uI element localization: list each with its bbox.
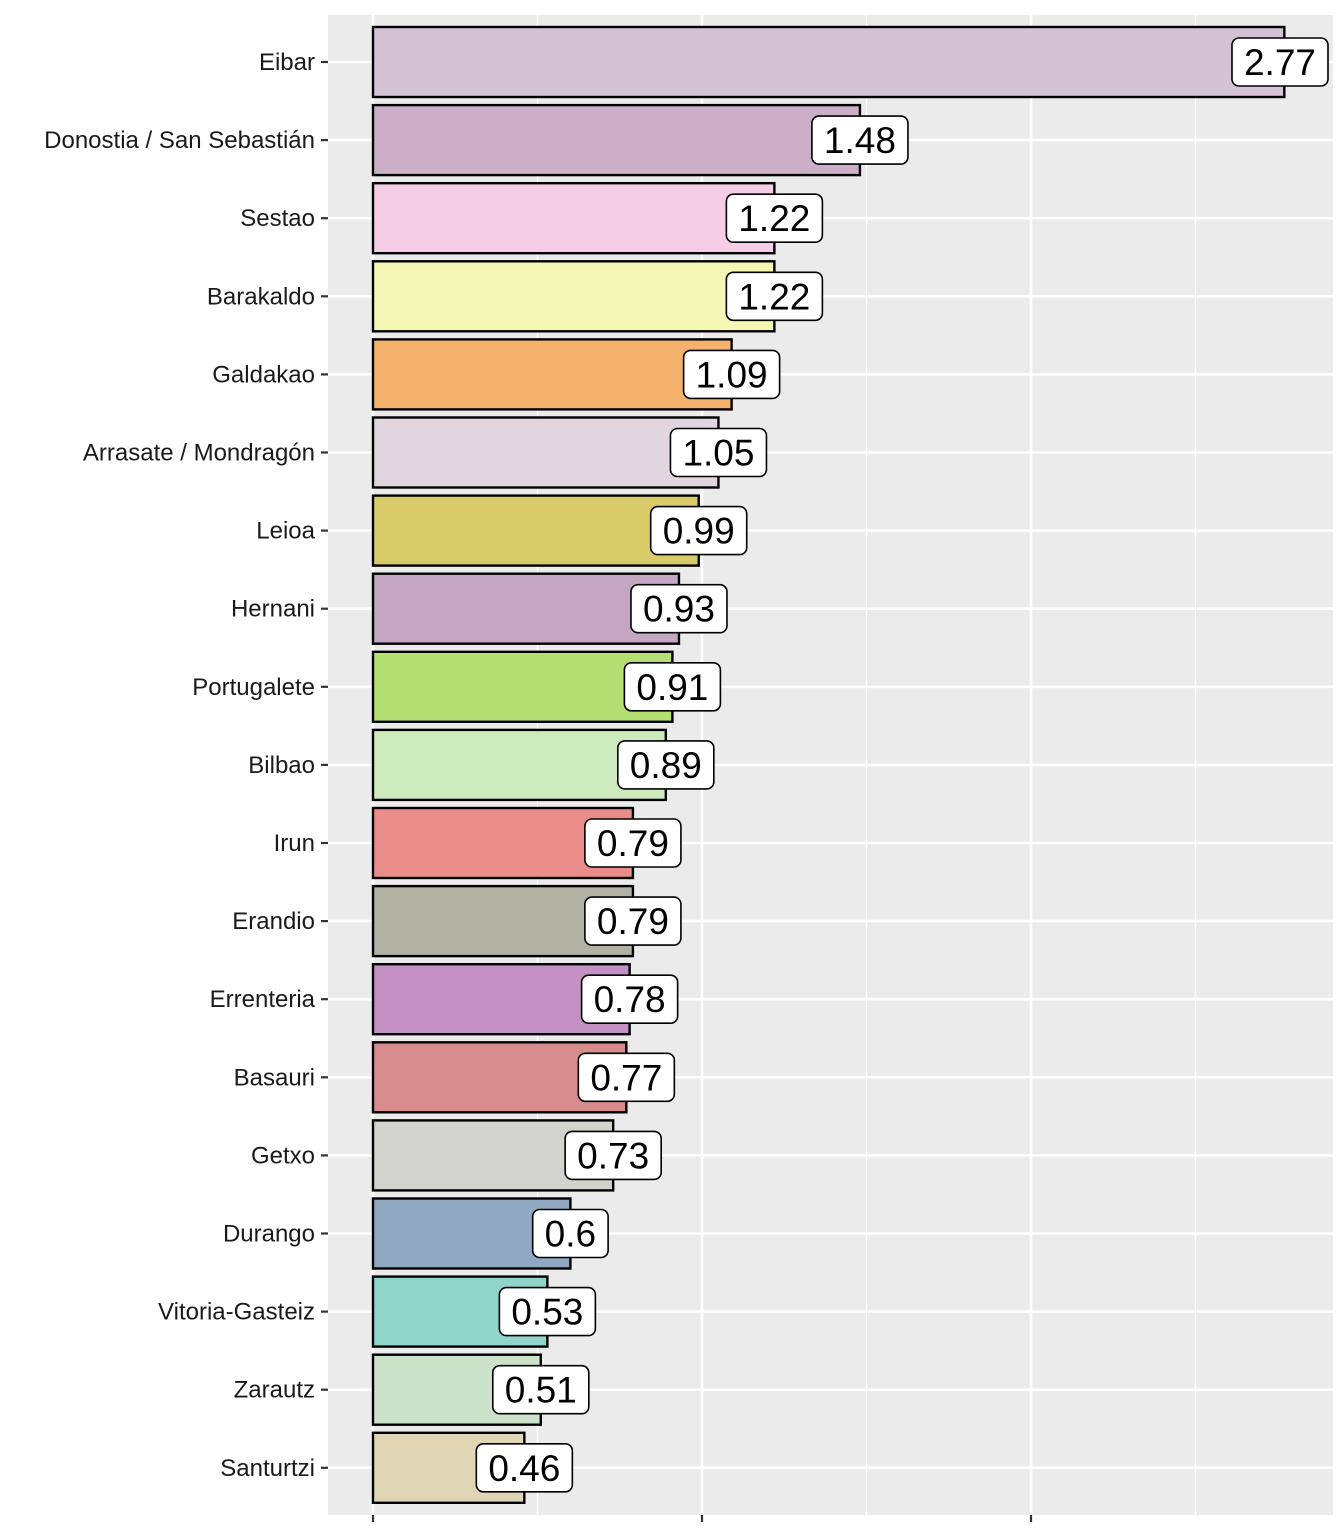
y-axis-tick-label: Zarautz <box>234 1377 315 1404</box>
x-axis <box>371 1515 1033 1522</box>
data-label-text: 2.77 <box>1244 42 1316 83</box>
data-label: 1.48 <box>811 115 909 165</box>
data-label-box <box>623 661 722 712</box>
data-label-text: 1.09 <box>696 354 768 395</box>
data-label: 0.93 <box>630 583 728 634</box>
data-label-text: 1.22 <box>738 276 810 317</box>
y-axis: Eibar Donostia / San Sebastián Sestao Barak… <box>44 49 328 1482</box>
bar <box>371 650 674 723</box>
data-label-box <box>491 1364 590 1415</box>
data-label-box <box>584 896 682 946</box>
data-label-box <box>1231 37 1329 87</box>
y-axis-tick-label: Portugalete <box>192 674 315 701</box>
data-label-box <box>649 505 748 556</box>
y-axis-tick-label: Galdakao <box>212 361 315 388</box>
y-axis-tick-label: Hernani <box>231 596 315 623</box>
data-label: 0.77 <box>577 1052 676 1103</box>
y-axis-tick-label: Leioa <box>256 518 315 545</box>
data-label: 0.46 <box>475 1443 574 1493</box>
data-label: 0.79 <box>584 818 682 868</box>
data-label-box <box>531 1208 609 1259</box>
y-axis-tick-label: Barakaldo <box>207 283 315 310</box>
data-label-box <box>725 271 824 322</box>
bar <box>371 572 681 645</box>
data-label-box <box>584 818 682 868</box>
data-label-box <box>630 583 728 634</box>
data-label-box <box>811 115 909 165</box>
data-label-text: 0.6 <box>545 1214 596 1255</box>
data-label-text: 0.78 <box>594 979 666 1020</box>
data-label-text: 0.79 <box>597 901 669 942</box>
y-axis-tick-label: Sestao <box>240 205 315 232</box>
y-axis-tick-label: Vitoria-Gasteiz <box>158 1299 315 1326</box>
y-axis-tick-label: Donostia / San Sebastián <box>44 127 315 154</box>
data-label: 2.77 <box>1231 37 1329 87</box>
bar <box>371 338 733 411</box>
data-label-text: 1.48 <box>824 120 896 161</box>
bar <box>371 25 1286 99</box>
y-axis-tick-label: Irun <box>274 830 315 857</box>
y-axis-tick-label: Getxo <box>251 1142 315 1169</box>
data-label-text: 0.51 <box>505 1370 577 1411</box>
y-axis-tick-label: Bilbao <box>248 752 315 779</box>
data-label-box <box>725 193 824 243</box>
data-label-box <box>577 1052 676 1103</box>
data-label: 1.22 <box>725 271 824 322</box>
data-label-box <box>498 1286 597 1337</box>
data-label-text: 1.22 <box>738 198 810 239</box>
data-label: 0.78 <box>580 974 679 1025</box>
bar <box>371 260 776 333</box>
data-label: 0.73 <box>564 1130 662 1181</box>
bar <box>371 416 720 489</box>
y-axis-tick-label: Durango <box>223 1221 315 1248</box>
bar <box>371 103 862 177</box>
data-label-text: 0.79 <box>597 823 669 864</box>
y-axis-tick-label: Arrasate / Mondragón <box>83 440 315 467</box>
data-label-text: 1.05 <box>682 433 754 474</box>
data-label-text: 0.53 <box>511 1292 583 1333</box>
data-label-box <box>682 349 781 400</box>
data-label-text: 0.89 <box>630 745 702 786</box>
data-label: 1.22 <box>725 193 824 243</box>
data-label: 0.79 <box>584 896 682 946</box>
value-labels: 2.77 1.48 1.22 1.22 1.09 1.05 0.99 0.93 0.91 0.89… <box>475 37 1329 1493</box>
data-label: 1.09 <box>682 349 781 400</box>
data-label: 0.6 <box>531 1208 609 1259</box>
y-axis-tick-label: Basauri <box>234 1064 315 1091</box>
data-label-text: 0.91 <box>636 667 708 708</box>
data-label-text: 0.73 <box>577 1135 649 1176</box>
data-label-box <box>580 974 679 1025</box>
data-label-box <box>617 740 715 790</box>
y-axis-tick-label: Erandio <box>232 908 315 935</box>
y-axis-tick-label: Santurtzi <box>220 1455 315 1482</box>
data-label: 0.89 <box>617 740 715 790</box>
data-label-box <box>564 1130 662 1181</box>
data-label: 0.91 <box>623 661 722 712</box>
data-label: 1.05 <box>669 427 768 478</box>
bars <box>371 25 1286 1505</box>
y-axis-tick-label: Eibar <box>259 49 315 76</box>
data-label: 0.53 <box>498 1286 597 1337</box>
data-label-text: 0.46 <box>488 1448 560 1489</box>
bar <box>371 494 700 567</box>
data-label: 0.51 <box>491 1364 590 1415</box>
data-label-box <box>475 1443 574 1493</box>
y-axis-tick-label: Errenteria <box>210 986 316 1013</box>
data-label-text: 0.77 <box>590 1057 662 1098</box>
data-label-text: 0.93 <box>643 589 715 630</box>
data-label: 0.99 <box>649 505 748 556</box>
data-label-text: 0.99 <box>663 511 735 552</box>
data-label-box <box>669 427 768 478</box>
bar <box>371 181 776 255</box>
